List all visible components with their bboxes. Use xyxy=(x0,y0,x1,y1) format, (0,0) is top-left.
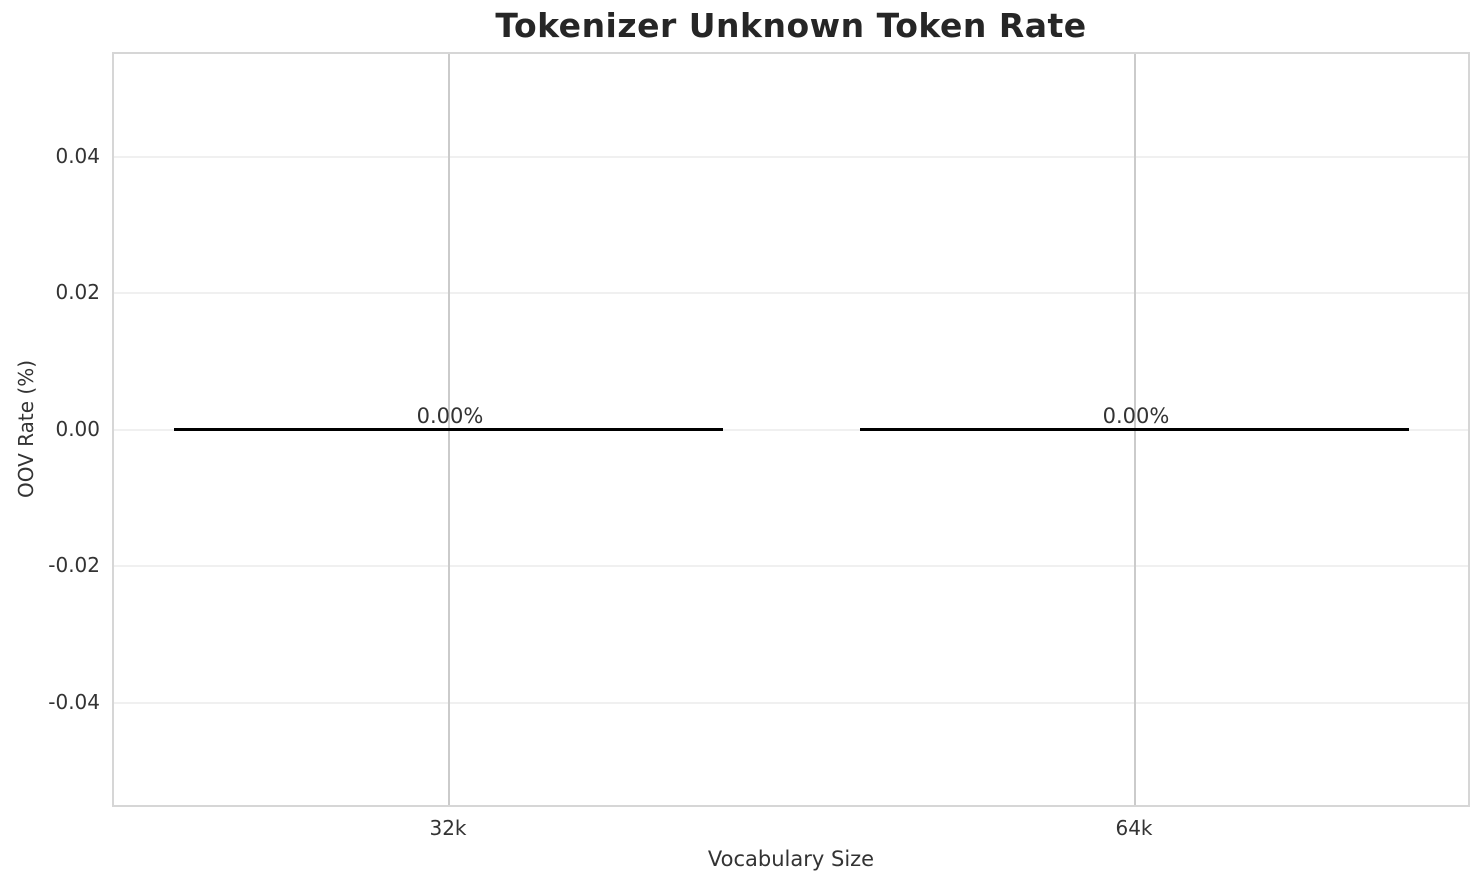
y-tick-label: 0.02 xyxy=(55,280,100,304)
y-tick-label: -0.04 xyxy=(48,690,100,714)
x-tick-label: 64k xyxy=(1115,816,1153,840)
y-tick-label: 0.00 xyxy=(55,417,100,441)
horizontal-gridline xyxy=(114,292,1468,294)
chart-title: Tokenizer Unknown Token Rate xyxy=(495,6,1087,45)
y-tick-label: 0.04 xyxy=(55,144,100,168)
bar-64k xyxy=(860,428,1409,431)
horizontal-gridline xyxy=(114,702,1468,704)
plot-area: 0.00% 0.00% xyxy=(112,52,1470,807)
x-axis-label: Vocabulary Size xyxy=(707,847,875,871)
horizontal-gridline xyxy=(114,156,1468,158)
bar-value-label-64k: 0.00% xyxy=(1102,404,1170,428)
horizontal-gridline xyxy=(114,565,1468,567)
x-tick-label: 32k xyxy=(429,816,467,840)
bar-value-label-32k: 0.00% xyxy=(416,404,484,428)
horizontal-gridline xyxy=(114,429,1468,431)
bar-32k xyxy=(174,428,723,431)
y-tick-label: -0.02 xyxy=(48,553,100,577)
